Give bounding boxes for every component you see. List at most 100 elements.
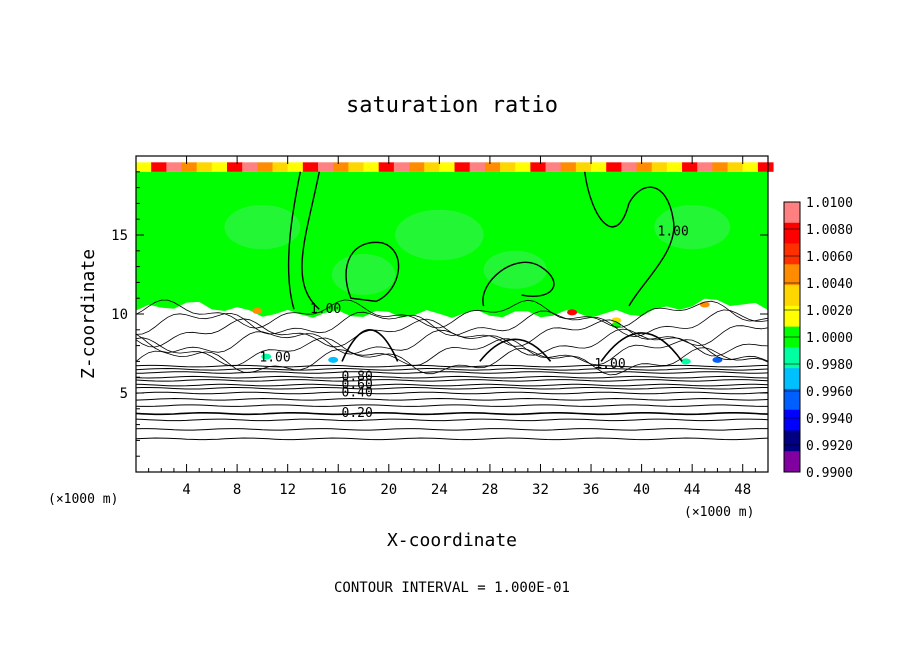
contour-line	[136, 371, 769, 374]
x-tick-label: 16	[330, 482, 347, 498]
x-tick-label: 24	[431, 482, 448, 498]
top-strip-cell	[621, 162, 638, 172]
colorbar-label: 0.9900	[806, 466, 853, 481]
colorbar-label: 1.0060	[806, 250, 853, 265]
contour-one	[301, 171, 320, 310]
x-tick-label: 48	[734, 482, 751, 498]
top-strip-cell	[393, 162, 410, 172]
contour-line	[135, 428, 768, 431]
top-strip-cell	[560, 162, 577, 172]
contour-lines	[135, 171, 769, 441]
contour-label: 0.20	[342, 406, 373, 421]
contour-line	[135, 367, 769, 371]
x-tick-label: 28	[481, 482, 498, 498]
x-tick-label: 40	[633, 482, 650, 498]
top-strip-cell	[257, 162, 274, 172]
top-strip-cell	[363, 162, 380, 172]
x-unit-right: (×1000 m)	[684, 505, 754, 520]
contour-one	[345, 241, 400, 303]
colorbar-label: 0.9920	[806, 439, 853, 454]
top-strip-cell	[545, 162, 562, 172]
top-strip-cell	[166, 162, 183, 172]
top-strip-cell	[272, 162, 289, 172]
top-strip-cell	[469, 162, 486, 172]
top-strip-cell	[333, 162, 349, 172]
colorbar-swatch	[784, 409, 800, 431]
colorbar-label: 1.0020	[806, 304, 853, 319]
x-tick-label: 4	[182, 482, 190, 498]
top-strip-cell	[348, 162, 365, 172]
colorbar-swatch	[784, 202, 800, 224]
contour-line	[135, 299, 769, 329]
colorbar-label: 0.9980	[806, 358, 853, 373]
top-strip-cell	[575, 162, 592, 172]
x-tick-label: 32	[532, 482, 549, 498]
top-boundary-strip	[136, 162, 774, 172]
x-tick-label: 20	[380, 482, 397, 498]
top-strip-cell	[181, 162, 198, 172]
y-tick-label: 5	[120, 386, 128, 402]
colorbar-swatch	[784, 285, 800, 307]
contour-label: 0.60	[342, 378, 373, 393]
contour-line	[135, 412, 769, 416]
contour-one	[482, 261, 555, 307]
y-tick-label: 15	[111, 228, 128, 244]
contour-line	[135, 375, 769, 379]
contour-line	[135, 309, 769, 338]
contour-dome	[341, 329, 399, 362]
top-strip-cell	[712, 162, 729, 172]
patch-2	[611, 317, 622, 324]
x-axis-ticks: 4 8 12 16 20 24 28 32 36 40 44 48	[148, 156, 756, 498]
contour-line	[135, 379, 769, 382]
y-axis-ticks: 5 10 15	[111, 171, 768, 457]
patch-6	[680, 358, 691, 365]
contour-line	[135, 383, 769, 387]
x-tick-label: 12	[279, 482, 296, 498]
contour-line	[135, 418, 769, 422]
colorbar-swatch	[784, 430, 800, 452]
top-strip-cell	[227, 162, 243, 172]
contour-one	[584, 171, 675, 307]
top-strip-cell	[424, 162, 440, 172]
top-strip-cell	[697, 162, 713, 172]
top-strip-cell	[757, 162, 774, 172]
colorbar-swatch	[784, 451, 800, 473]
contour-line	[135, 347, 769, 376]
top-strip-cell	[211, 162, 228, 172]
patch-5	[328, 356, 339, 363]
patch-1	[567, 309, 578, 316]
colorbar-swatch	[784, 264, 800, 286]
chart-title: saturation ratio	[346, 93, 558, 118]
colorbar-label: 1.0040	[806, 277, 853, 292]
moist-blob-1	[395, 209, 484, 261]
top-strip-cell	[287, 162, 304, 172]
contour-label: 0.80	[342, 370, 373, 385]
colorbar-swatch	[784, 388, 800, 410]
moist-blob-0	[224, 204, 301, 250]
top-strip-cell	[151, 162, 167, 172]
colorbar-label: 0.9940	[806, 412, 853, 427]
contour-line	[135, 397, 769, 401]
patch-4	[261, 353, 272, 360]
x-unit-left: (×1000 m)	[48, 492, 118, 507]
colorbar-swatch	[784, 243, 800, 265]
top-strip-cell	[484, 162, 501, 172]
patch-0	[252, 307, 263, 314]
contour-labels: 1.00 1.00 1.00 1.00 0.800.600.40 0.20	[259, 224, 688, 421]
top-strip-cell	[530, 162, 547, 172]
moist-blob-3	[331, 253, 396, 296]
colorbar-label: 1.0000	[806, 331, 853, 346]
top-strip-cell	[454, 162, 471, 172]
top-strip-cell	[378, 162, 395, 172]
top-strip-cell	[409, 162, 425, 172]
contour-label: 1.00	[594, 357, 625, 372]
contour-line	[135, 337, 769, 367]
top-strip-cell	[500, 162, 516, 172]
contour-label: 0.40	[342, 386, 373, 401]
contour-line	[135, 391, 769, 395]
colorbar-label: 0.9960	[806, 385, 853, 400]
top-strip-cell	[318, 162, 334, 172]
colorbar-swatch	[784, 347, 800, 369]
colorbar: 1.0100 1.0080 1.0060 1.0040 1.0020 1.0000 0.99…	[783, 196, 853, 481]
